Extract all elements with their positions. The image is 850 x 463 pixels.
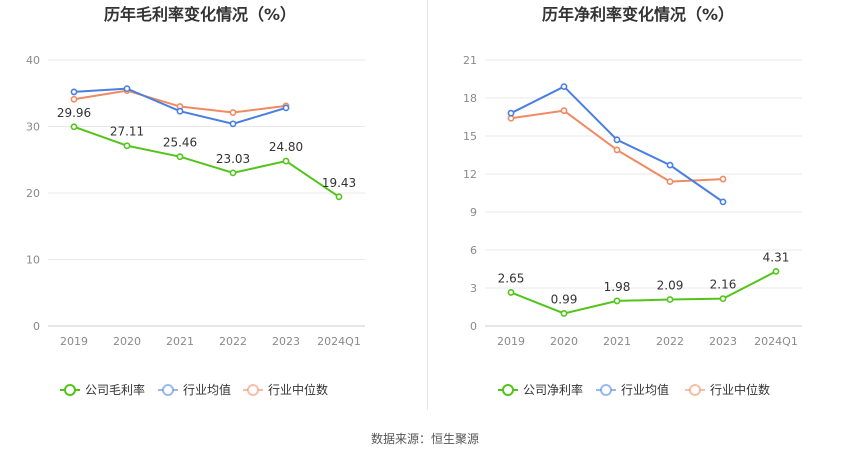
legend-label: 行业中位数 — [268, 382, 328, 397]
y-tick-label: 0 — [470, 320, 477, 333]
y-tick-label: 15 — [463, 130, 477, 143]
data-point — [613, 146, 621, 154]
legend-item: 公司净利率 — [498, 382, 583, 397]
chart-title: 历年毛利率变化情况（%） — [104, 5, 296, 24]
data-point — [282, 157, 290, 165]
data-point — [70, 123, 78, 131]
data-point — [123, 142, 131, 150]
series-line-company — [73, 125, 340, 198]
data-point — [560, 107, 568, 115]
series-line-company — [510, 270, 777, 315]
data-point — [70, 95, 78, 103]
data-point — [70, 88, 78, 96]
data-point — [719, 295, 727, 303]
data-label: 2.16 — [710, 278, 737, 292]
legend-label: 行业均值 — [621, 382, 669, 397]
legend-item: 行业中位数 — [243, 382, 328, 397]
legend-swatch-marker — [162, 384, 174, 396]
legend-item: 行业均值 — [158, 382, 231, 397]
source-note: 数据来源：恒生聚源 — [370, 432, 479, 446]
data-label: 4.31 — [763, 250, 790, 264]
y-tick-label: 10 — [26, 254, 40, 267]
series-line-industry_avg — [510, 85, 724, 203]
chart-panel-1: 历年毛利率变化情况（%） 0 10 20 30 40 2019 2020 2021 2022 202… — [26, 5, 365, 397]
data-point — [176, 153, 184, 161]
x-tick-label: 2024Q1 — [317, 335, 361, 348]
data-point — [176, 107, 184, 115]
legend-item: 行业均值 — [596, 382, 669, 397]
y-tick-label: 30 — [26, 121, 40, 134]
x-tick-label: 2020 — [113, 335, 141, 348]
data-label: 2.65 — [498, 271, 525, 285]
y-tick-label: 18 — [463, 92, 477, 105]
y-tick-label: 20 — [26, 187, 40, 200]
data-point — [719, 198, 727, 206]
panel-divider — [427, 0, 428, 410]
y-tick-label: 6 — [470, 244, 477, 257]
y-tick-label: 9 — [470, 206, 477, 219]
x-tick-label: 2020 — [550, 335, 578, 348]
data-label: 0.99 — [551, 292, 578, 306]
x-tick-label: 2024Q1 — [754, 335, 798, 348]
data-point — [719, 175, 727, 183]
x-tick-label: 2021 — [603, 335, 631, 348]
legend-swatch-marker — [689, 384, 701, 396]
legend-label: 公司毛利率 — [85, 382, 145, 397]
data-point — [123, 85, 131, 92]
data-point — [666, 178, 674, 185]
data-point — [507, 289, 515, 296]
legend-swatch-marker — [64, 384, 76, 396]
y-tick-label: 12 — [463, 168, 477, 181]
data-point — [666, 161, 674, 169]
data-label: 24.80 — [269, 140, 303, 154]
x-tick-label: 2022 — [219, 335, 247, 348]
x-tick-label: 2019 — [497, 335, 525, 348]
legend-item: 公司毛利率 — [60, 382, 145, 397]
chart-panel-2: 历年净利率变化情况（%） 0 3 6 9 12 15 18 21 2019 2020 2021 2022… — [463, 5, 802, 397]
legend-item: 行业中位数 — [685, 382, 770, 397]
data-point — [335, 193, 343, 201]
y-tick-label: 21 — [463, 54, 477, 67]
data-point — [613, 297, 621, 305]
data-point — [507, 109, 515, 117]
x-tick-label: 2022 — [656, 335, 684, 348]
chart-title: 历年净利率变化情况（%） — [542, 5, 734, 24]
legend-label: 行业中位数 — [710, 382, 770, 397]
x-tick-label: 2023 — [272, 335, 300, 348]
data-point — [229, 120, 237, 128]
data-label: 2.09 — [657, 279, 684, 293]
legend-label: 公司净利率 — [523, 382, 583, 397]
legend-swatch-marker — [502, 384, 514, 396]
legend-swatch-marker — [600, 384, 612, 396]
x-tick-label: 2023 — [709, 335, 737, 348]
series-line-industry_median — [510, 109, 724, 183]
data-point — [613, 136, 621, 144]
data-point — [560, 83, 568, 90]
y-tick-label: 3 — [470, 282, 477, 295]
y-tick-label: 40 — [26, 54, 40, 67]
x-tick-label: 2021 — [166, 335, 194, 348]
data-point — [229, 169, 237, 177]
data-label: 19.43 — [322, 176, 356, 190]
data-point — [772, 268, 780, 275]
data-label: 1.98 — [604, 280, 631, 294]
data-label: 23.03 — [216, 152, 250, 166]
data-point — [282, 104, 290, 112]
data-label: 29.96 — [57, 106, 91, 120]
data-point — [666, 296, 674, 303]
data-point — [560, 310, 568, 317]
y-tick-label: 0 — [33, 320, 40, 333]
legend-swatch-marker — [247, 384, 259, 396]
data-label: 25.46 — [163, 136, 197, 150]
legend-label: 行业均值 — [183, 382, 231, 397]
x-tick-label: 2019 — [60, 335, 88, 348]
data-point — [229, 109, 237, 116]
data-label: 27.11 — [110, 125, 144, 139]
